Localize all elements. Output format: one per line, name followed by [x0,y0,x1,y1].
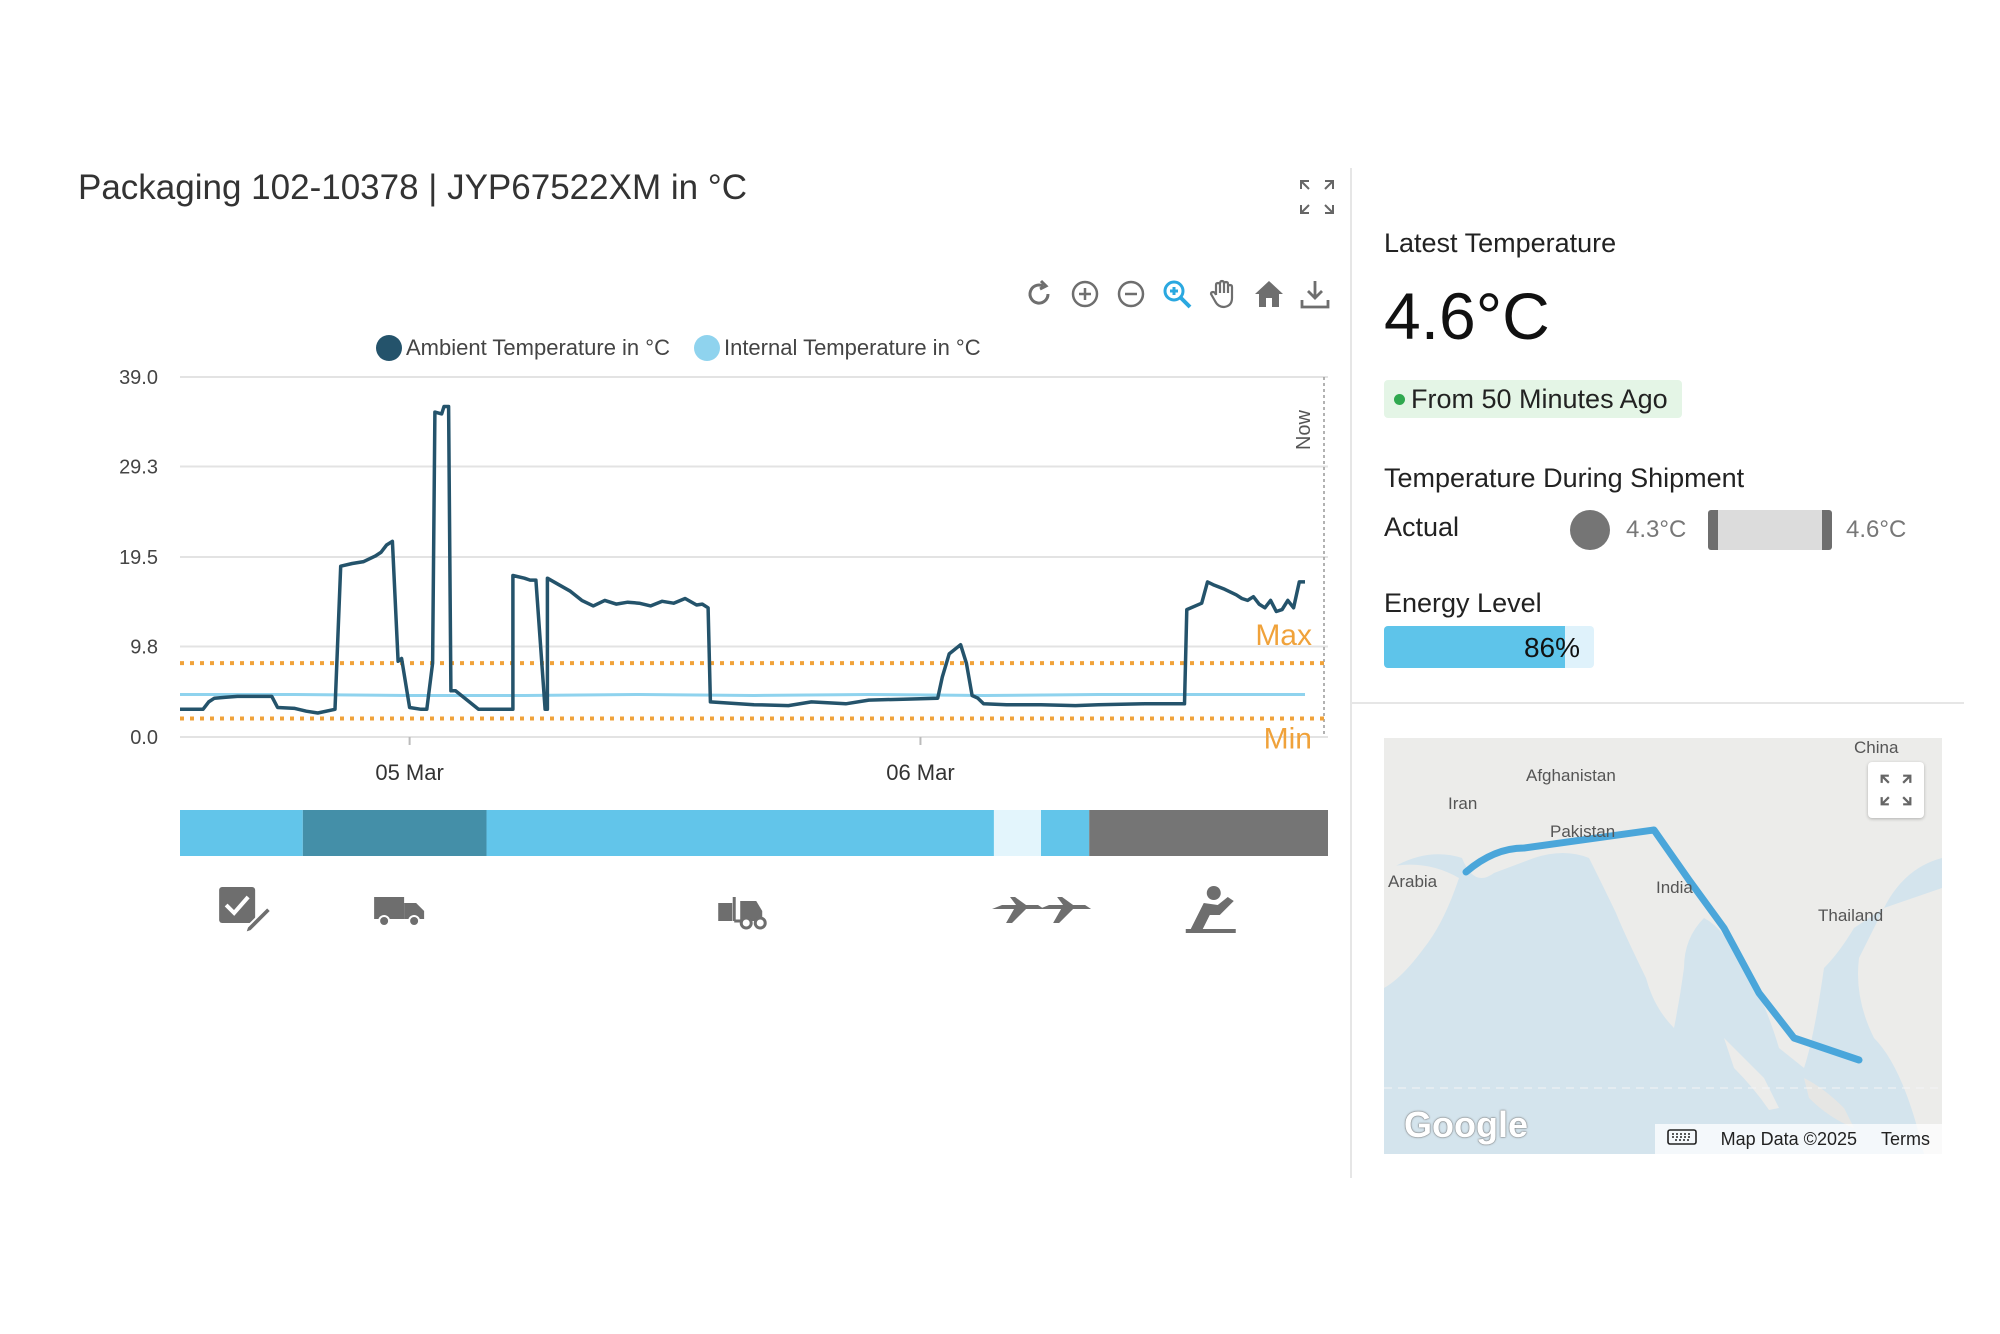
home-icon [1255,281,1283,307]
selection-zoom-icon [1163,280,1192,309]
legend-marker-ambient [376,335,402,361]
temperature-range: Actual 4.3°C 4.6°C [1384,506,1944,552]
map-label-afghanistan: Afghanistan [1526,766,1616,785]
x-tick-label: 05 Mar [375,760,443,785]
map-label-pakistan: Pakistan [1550,822,1616,841]
energy-level-fill [1384,626,1565,668]
range-marker-icon [1570,510,1610,550]
last-reading-text: From 50 Minutes Ago [1411,383,1668,414]
zoom-in-icon [1071,280,1099,308]
range-bar [1708,510,1832,550]
panel-divider [1350,168,1352,1178]
latest-temperature-label: Latest Temperature [1384,228,1617,258]
y-tick-label: 19.5 [119,547,158,569]
last-reading-badge: From 50 Minutes Ago [1384,380,1682,418]
now-marker-label: Now [1293,409,1315,450]
section-divider [1352,702,1964,704]
chart-toolbar [1018,274,1336,314]
temperature-chart: 39.0 29.3 19.5 9.8 0.0 05 Mar 06 Mar Now Max Min [119,367,1328,935]
series-line-ambient [180,404,1305,715]
timeline-segment[interactable] [1089,810,1328,856]
forklift-icon [718,897,767,930]
map-data-text: Map Data ©2025 [1720,1128,1857,1149]
legend-label-ambient: Ambient Temperature in °C [406,335,670,360]
route-map[interactable]: China Afghanistan Iran Pakistan Arabia I… [1384,738,1942,1154]
reset-zoom-button[interactable] [1018,274,1060,314]
map-label-arabia: Arabia [1388,872,1438,891]
map-attribution: Map Data ©2025 Terms [1654,1124,1942,1154]
expand-icon [1300,180,1334,214]
shipment-temperature-label: Temperature During Shipment [1384,463,1745,493]
chart-title: Packaging 102-10378 | JYP67522XM in °C [78,168,748,207]
map-label-china: China [1854,738,1899,757]
timeline-segment[interactable] [302,810,487,856]
threshold-label-max: Max [1255,619,1312,652]
online-status-icon [1394,393,1405,405]
terms-link[interactable]: Terms [1881,1128,1930,1149]
google-logo: Google [1404,1104,1528,1145]
selection-zoom-button[interactable] [1156,274,1198,314]
latest-temperature-value: 4.6°C [1384,279,1550,353]
timeline-segment[interactable] [1041,810,1090,856]
home-button[interactable] [1248,274,1290,314]
checklist-sign-icon [219,887,273,935]
airplane-icon [992,897,1045,923]
legend-label-internal: Internal Temperature in °C [723,335,981,360]
chart-legend: Ambient Temperature in °C Internal Tempe… [376,335,1005,361]
reset-icon [1028,279,1050,305]
map-land [1384,738,1942,1154]
pan-hand-icon [1209,279,1234,309]
keyboard-icon [1666,1128,1697,1145]
download-button[interactable] [1294,274,1336,314]
timeline-segment[interactable] [180,810,303,856]
map-label-india: India [1656,878,1693,897]
zoom-out-icon [1117,280,1145,308]
timeline-segment[interactable] [993,810,1041,856]
energy-level-label: Energy Level [1384,588,1542,618]
legend-item-internal[interactable]: Internal Temperature in °C [693,335,981,361]
airplane-icon [1039,897,1092,923]
y-tick-label: 0.0 [130,727,158,749]
zoom-out-button[interactable] [1110,274,1152,314]
y-tick-label: 29.3 [119,457,158,479]
range-min-value: 4.3°C [1626,516,1687,543]
expand-chart-button[interactable] [1298,178,1336,216]
pan-button[interactable] [1202,274,1244,314]
actual-label: Actual [1384,512,1460,542]
delivery-person-icon [1185,886,1236,933]
zoom-in-button[interactable] [1064,274,1106,314]
y-tick-label: 39.0 [119,367,158,389]
energy-level-value: 86% [1523,632,1580,663]
range-max-value: 4.6°C [1846,516,1907,543]
legend-item-ambient[interactable]: Ambient Temperature in °C [376,335,670,361]
legend-marker-internal [693,335,720,361]
series-line-internal [180,693,1305,697]
map-fullscreen-button[interactable] [1868,762,1924,818]
keyboard-shortcuts-button[interactable] [1655,1128,1709,1150]
truck-icon [374,897,425,927]
threshold-label-min: Min [1264,723,1312,756]
download-icon [1300,281,1330,309]
energy-level-bar: 86% [1384,626,1594,668]
map-label-thailand: Thailand [1818,906,1884,925]
x-tick-label: 06 Mar [886,760,954,785]
chart-panel: Packaging 102-10378 | JYP67522XM in °C [78,168,1336,935]
map-label-iran: Iran [1448,794,1478,813]
y-tick-label: 9.8 [130,637,158,659]
fullscreen-icon [1880,774,1912,806]
timeline-segment[interactable] [486,810,994,856]
